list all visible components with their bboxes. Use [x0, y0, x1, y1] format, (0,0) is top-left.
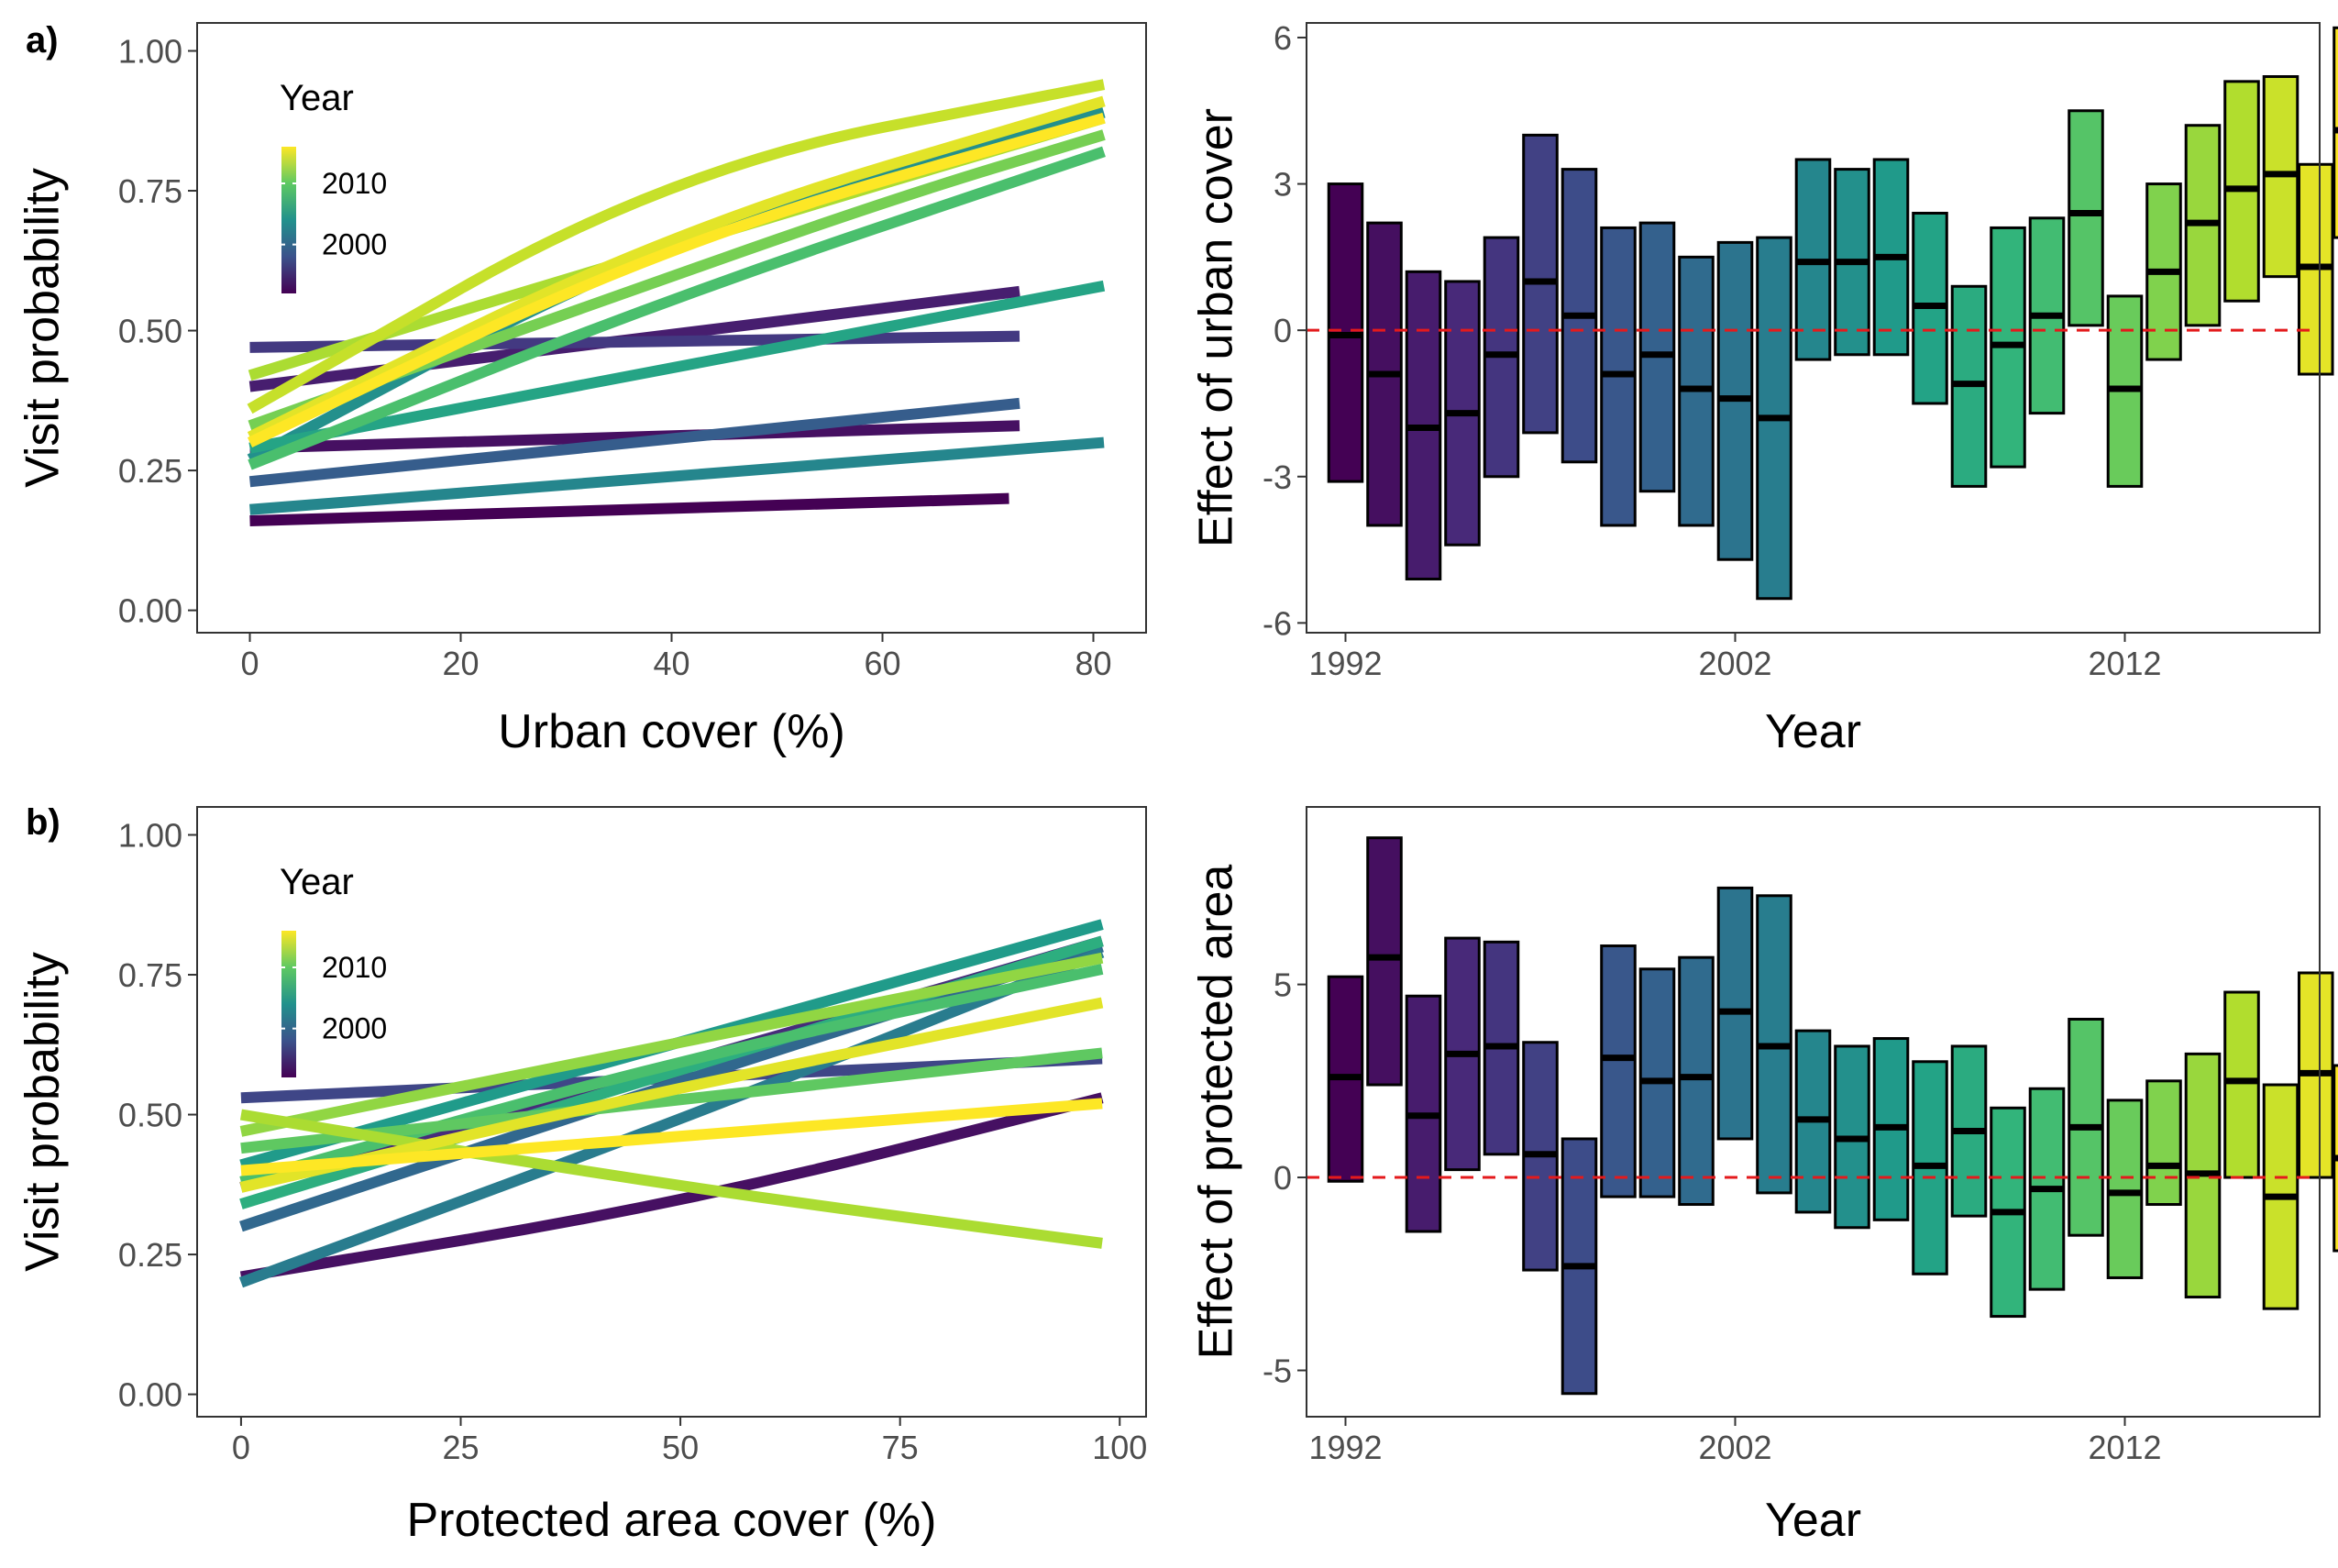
y-tick-label: 1.00 [118, 33, 182, 71]
plot-frame [1306, 22, 2321, 634]
y-axis-title: Visit probability [17, 168, 70, 488]
x-tick-label: 1992 [1308, 1429, 1382, 1466]
legend-label: 2010 [322, 167, 387, 200]
curve-year-2015 [247, 95, 1106, 442]
y-tick-label: 6 [1274, 19, 1292, 57]
x-tick-label: 2002 [1698, 1429, 1771, 1466]
x-tick-label: 100 [1092, 1429, 1147, 1466]
y-tick-label: -3 [1263, 458, 1292, 496]
x-tick-label: 25 [442, 1429, 479, 1466]
y-tick-label: 0.75 [118, 172, 182, 210]
chart-effect-protected-area: -5 0 5 1992 2002 2012 Year Effect of protected … [1190, 806, 2338, 1547]
interval-bar-2001 [1678, 955, 1715, 1207]
x-tick-label: 2012 [2088, 645, 2161, 682]
curve-year-2012 [239, 952, 1104, 1137]
curve-year-2009 [248, 146, 1106, 470]
legend-colorbar [281, 147, 296, 293]
x-axis-title: Protected area cover (%) [406, 1494, 936, 1547]
curve-year-1993 [239, 1092, 1104, 1283]
legend-label: 2000 [322, 228, 387, 261]
y-tick-label: -5 [1263, 1352, 1292, 1389]
curve-year-1999 [248, 397, 1020, 488]
x-tick-label: 0 [232, 1429, 250, 1466]
panel-label-b: b) [26, 802, 61, 843]
y-axis-title: Visit probability [17, 952, 70, 1272]
chart-protected-visit-probability: 0.00 0.25 0.50 0.75 1.00 0 25 50 75 100 Protected … [17, 806, 1147, 1547]
x-axis-title: Year [1765, 1494, 1861, 1547]
y-tick-label: 0.75 [118, 956, 182, 994]
y-tick-label: 1.00 [118, 817, 182, 855]
interval-bar-1999 [1600, 944, 1637, 1198]
y-tick-label: 0.25 [118, 1236, 182, 1274]
x-tick-label: 1992 [1308, 645, 1382, 682]
legend-title: Year [280, 862, 354, 902]
x-tick-label: 60 [864, 645, 900, 682]
plot-frame [1306, 806, 2321, 1418]
y-tick-label: -6 [1263, 604, 1292, 642]
curve-year-1992 [249, 492, 1009, 526]
legend-title: Year [280, 78, 354, 118]
y-tick-label: 0.25 [118, 452, 182, 490]
y-tick-label: 0 [1274, 312, 1292, 349]
curve-year-2014 [247, 79, 1106, 414]
x-tick-label: 50 [662, 1429, 699, 1466]
x-tick-label: 40 [653, 645, 689, 682]
x-tick-label: 80 [1075, 645, 1111, 682]
legend-colorbar [281, 931, 296, 1077]
curve-year-1993 [249, 420, 1020, 454]
y-axis-title: Effect of urban cover [1190, 108, 1243, 547]
x-tick-label: 2012 [2088, 1429, 2161, 1466]
interval-bar-2015 [2223, 990, 2260, 1179]
y-tick-label: 3 [1274, 166, 1292, 204]
chart-effect-urban-cover: -6 -3 0 3 6 1992 2002 2012 Year Effect of urban c… [1190, 19, 2338, 758]
curve-year-2015 [239, 997, 1104, 1193]
legend-label: 2000 [322, 1012, 387, 1045]
curve-year-2006 [248, 280, 1106, 454]
x-tick-label: 20 [442, 645, 479, 682]
y-tick-label: 0.50 [118, 1097, 182, 1134]
x-axis-title: Urban cover (%) [498, 705, 845, 758]
curve-year-1996 [249, 330, 1020, 353]
interval-bar-2011 [2068, 109, 2104, 327]
interval-bar-2013 [2145, 1079, 2182, 1207]
y-tick-label: 0.50 [118, 313, 182, 350]
interval-bar-2012 [2106, 1099, 2144, 1279]
legend-label: 2010 [322, 951, 387, 984]
curve-year-2003 [249, 436, 1105, 515]
y-tick-label: 0 [1274, 1159, 1292, 1197]
x-tick-label: 2002 [1698, 645, 1771, 682]
interval-bar-1993 [1366, 836, 1403, 1087]
x-tick-label: 0 [240, 645, 259, 682]
curve-year-2010 [240, 1047, 1103, 1154]
curve-year-2013 [239, 1109, 1103, 1249]
chart-urban-visit-probability: 0.00 0.25 0.50 0.75 1.00 0 20 40 60 80 Urban cover… [17, 22, 1147, 758]
y-tick-label: 0.00 [118, 1376, 182, 1414]
x-axis-title: Year [1765, 705, 1861, 758]
y-tick-label: 5 [1274, 966, 1292, 1004]
plot-frame [196, 806, 1147, 1418]
curve-year-2007 [239, 935, 1104, 1209]
y-tick-label: 0.00 [118, 592, 182, 630]
curve-year-2016 [240, 1098, 1103, 1176]
x-tick-label: 75 [882, 1429, 919, 1466]
curve-year-2016 [247, 112, 1106, 447]
y-axis-title: Effect of protected area [1190, 865, 1243, 1360]
panel-label-a: a) [26, 20, 59, 61]
